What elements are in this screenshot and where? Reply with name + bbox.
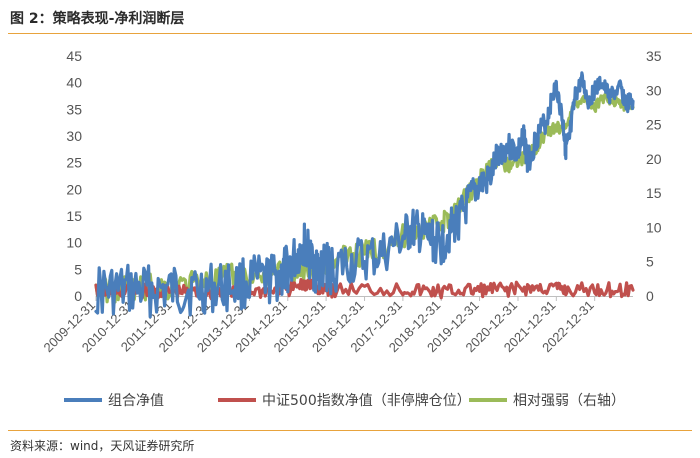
right-y-tick-label: 20 [646, 151, 662, 167]
left-y-tick-label: 45 [66, 48, 82, 64]
footer-divider [8, 430, 692, 431]
legend-label: 中证500指数净值（非停牌仓位） [262, 392, 471, 409]
left-y-tick-label: 35 [66, 101, 82, 117]
right-y-axis: 0 5 10 15 20 25 30 35 [646, 48, 662, 304]
right-y-tick-label: 0 [646, 288, 654, 304]
right-y-tick-label: 25 [646, 117, 662, 133]
chart-title: 图 2：策略表现-净利润断层 [10, 11, 185, 27]
line-chart: 0 5 10 15 20 25 30 35 40 45 0 5 10 15 20 25 30 35 2009-1… [40, 48, 662, 409]
legend-label: 组合净值 [108, 393, 164, 409]
x-axis: 2009-12-312010-12-312011-12-312012-12-31… [40, 296, 597, 355]
legend: 组合净值 中证500指数净值（非停牌仓位） 相对强弱（右轴） [64, 392, 625, 409]
right-y-tick-label: 30 [646, 82, 662, 98]
series-line-0 [94, 71, 635, 319]
left-y-tick-label: 0 [74, 288, 82, 304]
right-y-tick-label: 10 [646, 219, 662, 235]
left-y-axis: 0 5 10 15 20 25 30 35 40 45 [66, 48, 82, 304]
left-y-tick-label: 20 [66, 181, 82, 197]
left-y-tick-label: 5 [74, 261, 82, 277]
header-divider [8, 33, 692, 34]
left-y-tick-label: 30 [66, 128, 82, 144]
right-y-tick-label: 5 [646, 254, 654, 270]
source-note: 资料来源：wind，天风证券研究所 [10, 439, 195, 453]
right-y-tick-label: 35 [646, 48, 662, 64]
legend-label: 相对强弱（右轴） [513, 393, 625, 409]
right-y-tick-label: 15 [646, 185, 662, 201]
series-lines [94, 71, 635, 319]
left-y-tick-label: 15 [66, 208, 82, 224]
left-y-tick-label: 10 [66, 235, 82, 251]
left-y-tick-label: 25 [66, 155, 82, 171]
left-y-tick-label: 40 [66, 75, 82, 91]
